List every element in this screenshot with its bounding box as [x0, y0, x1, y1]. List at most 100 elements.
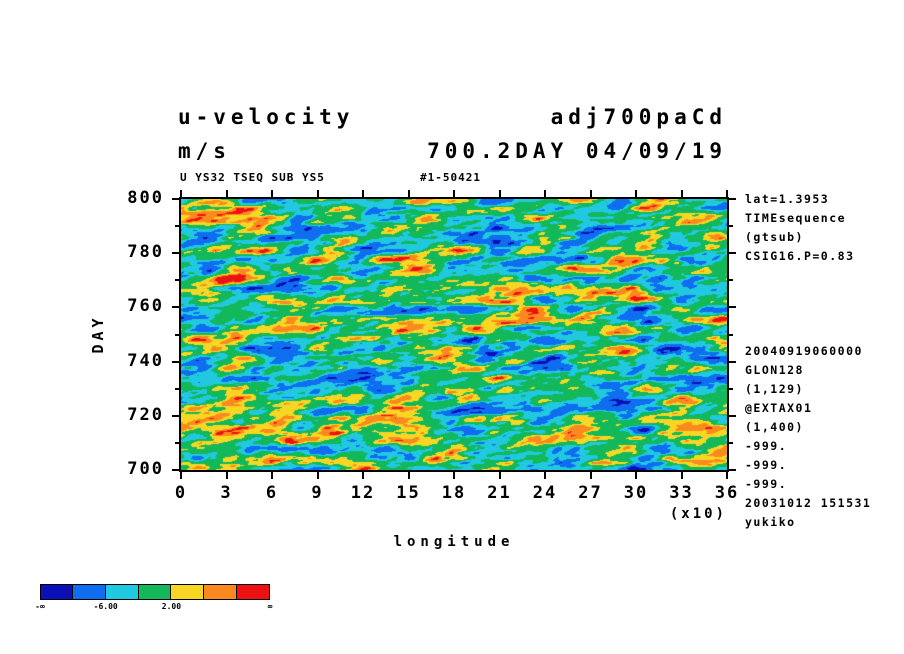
axis-tick — [172, 252, 179, 255]
colorbar-label: -∞ — [35, 602, 45, 611]
title-run-name: adj700paCd — [550, 105, 727, 129]
x-axis-title: longitude — [393, 534, 515, 550]
axis-tick — [729, 414, 736, 417]
colorbar-label: 2.00 — [161, 602, 182, 611]
axis-tick — [498, 472, 501, 479]
x-tick-label: 36 — [714, 483, 740, 503]
plot-area — [179, 197, 729, 472]
x-tick-label: 21 — [487, 483, 512, 503]
x-tick-label: 30 — [623, 483, 649, 503]
annotation-line: yukiko — [745, 515, 796, 529]
x-tick-label: 18 — [441, 483, 467, 503]
y-tick-label: 740 — [127, 350, 164, 371]
axis-tick — [726, 190, 728, 197]
x-tick-label: 3 — [220, 483, 233, 503]
annotation-line: -999. — [745, 458, 788, 472]
axis-tick — [172, 198, 179, 200]
x-tick-label: 15 — [396, 483, 421, 503]
axis-tick — [729, 469, 736, 471]
axis-tick — [316, 190, 319, 197]
y-tick-label: 760 — [127, 296, 164, 317]
annotation-line: CSIG16.P=0.83 — [745, 249, 855, 263]
heatmap-field — [181, 199, 727, 470]
colorbar-segment — [236, 584, 270, 600]
colorbar-segment — [104, 584, 139, 600]
annotation-line: (1,129) — [745, 382, 804, 396]
axis-tick — [407, 190, 410, 197]
axis-tick — [271, 190, 273, 197]
axis-tick — [175, 387, 179, 390]
subtitle-id: #1-50421 — [420, 171, 481, 184]
axis-tick — [589, 190, 592, 197]
axis-tick — [729, 441, 733, 444]
annotation-line: -999. — [745, 477, 788, 491]
axis-tick — [172, 414, 179, 417]
x-tick-label: 9 — [311, 483, 324, 503]
axis-tick — [498, 190, 501, 197]
axis-tick — [362, 190, 364, 197]
colorbar-segment — [71, 584, 106, 600]
x-tick-label: 27 — [578, 483, 603, 503]
axis-tick — [316, 472, 319, 479]
annotation-line: 20040919060000 — [745, 344, 863, 358]
axis-tick — [729, 225, 733, 228]
y-tick-label: 720 — [127, 404, 164, 425]
axis-tick — [180, 472, 182, 479]
axis-tick — [729, 252, 736, 255]
x-tick-label: 33 — [669, 483, 694, 503]
axis-tick — [544, 190, 546, 197]
annotation-line: 20031012 151531 — [745, 496, 872, 510]
y-tick-label: 800 — [127, 188, 164, 208]
axis-tick — [180, 190, 182, 197]
axis-tick — [589, 472, 592, 479]
axis-tick — [729, 387, 733, 390]
axis-tick — [729, 306, 736, 309]
y-tick-label: 780 — [127, 242, 164, 263]
annotation-line: lat=1.3953 — [745, 192, 830, 206]
axis-tick — [680, 190, 683, 197]
y-tick-label: 700 — [127, 459, 164, 479]
axis-tick — [175, 441, 179, 444]
axis-tick — [729, 360, 736, 363]
title-day-date: 700.2DAY 04/09/19 — [427, 139, 727, 163]
annotation-line: TIMEsequence — [745, 211, 847, 225]
colorbar-segment — [40, 584, 73, 600]
x-tick-label: 6 — [265, 483, 279, 503]
axis-tick — [362, 472, 364, 479]
subtitle-dataset: U YS32 TSEQ SUB YS5 — [180, 171, 325, 184]
axis-tick — [544, 472, 546, 479]
axis-tick — [271, 472, 273, 479]
colorbar-segment — [170, 584, 205, 600]
title-variable: u-velocity — [178, 105, 355, 129]
axis-tick — [726, 472, 728, 479]
axis-tick — [453, 472, 455, 479]
axis-tick — [172, 360, 179, 363]
axis-tick — [225, 472, 228, 479]
axis-tick — [225, 190, 228, 197]
axis-tick — [175, 279, 179, 282]
axis-tick — [175, 225, 179, 228]
axis-tick — [172, 469, 179, 471]
axis-tick — [172, 306, 179, 309]
annotation-line: (gtsub) — [745, 230, 804, 244]
annotation-line: GLON128 — [745, 363, 804, 377]
axis-tick — [407, 472, 410, 479]
axis-tick — [680, 472, 683, 479]
colorbar-label: -6.00 — [93, 602, 118, 611]
axis-tick — [729, 279, 733, 282]
axis-tick — [453, 190, 455, 197]
axis-tick — [729, 198, 736, 200]
x-tick-label: 24 — [532, 483, 558, 503]
colorbar-label: ∞ — [267, 602, 273, 611]
x-tick-label: 0 — [174, 483, 188, 503]
axis-tick — [635, 190, 637, 197]
colorbar-segment — [137, 584, 172, 600]
annotation-line: (1,400) — [745, 420, 804, 434]
title-units: m/s — [178, 139, 231, 163]
axis-tick — [175, 333, 179, 336]
axis-tick — [729, 333, 733, 336]
axis-tick — [635, 472, 637, 479]
annotation-line: @EXTAX01 — [745, 401, 813, 415]
colorbar-segment — [203, 584, 238, 600]
